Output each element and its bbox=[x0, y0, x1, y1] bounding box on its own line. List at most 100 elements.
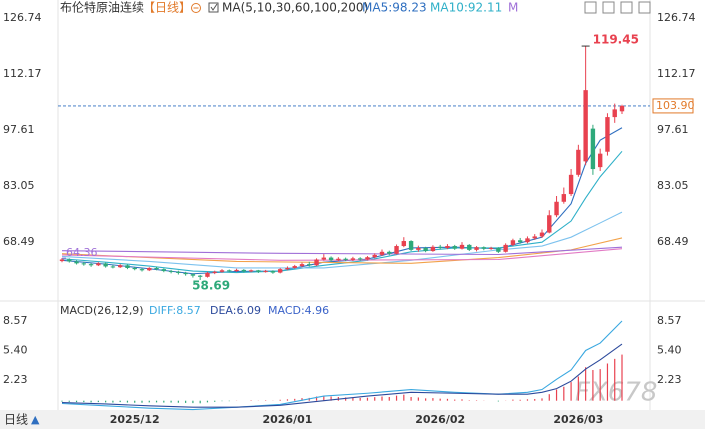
y-tick-label: 68.49 bbox=[3, 235, 35, 248]
legend-entry: M bbox=[508, 1, 518, 15]
indicator-line bbox=[61, 343, 623, 408]
candle-body bbox=[350, 258, 356, 260]
candle-body bbox=[234, 269, 239, 272]
footer-period[interactable]: 日线 bbox=[4, 413, 28, 427]
candle-body bbox=[96, 263, 101, 266]
candle-body bbox=[597, 153, 603, 168]
y-tick-label: 2.23 bbox=[3, 373, 28, 386]
candle-body bbox=[379, 251, 385, 255]
collapse-icon[interactable] bbox=[191, 3, 201, 13]
x-tick-label: 2025/12 bbox=[110, 413, 160, 426]
y-tick-label: 112.17 bbox=[657, 67, 696, 80]
candle-body bbox=[619, 105, 625, 112]
candle-body bbox=[314, 259, 319, 266]
candle-body bbox=[445, 246, 450, 248]
candle-body bbox=[583, 90, 588, 162]
candle-body bbox=[241, 269, 247, 272]
y-tick-label: 5.40 bbox=[657, 343, 682, 356]
legend-entry: MA10:92.11 bbox=[430, 1, 502, 15]
candle-body bbox=[248, 270, 254, 272]
footer-toggle[interactable]: ▲ bbox=[31, 413, 40, 426]
candle-body bbox=[256, 270, 261, 272]
candle-body bbox=[467, 244, 472, 250]
candle-body bbox=[277, 269, 283, 273]
candle-body bbox=[161, 269, 167, 272]
y-tick-label: 2.23 bbox=[657, 373, 682, 386]
y-tick-label: 83.05 bbox=[657, 179, 689, 192]
candle-body bbox=[74, 261, 79, 264]
candle-body bbox=[67, 259, 72, 262]
indicator-line bbox=[61, 211, 623, 269]
checkbox-icon[interactable] bbox=[208, 2, 219, 13]
candle-body bbox=[496, 247, 501, 252]
indicator-line bbox=[61, 248, 623, 261]
candle-body bbox=[227, 270, 232, 272]
candle-body bbox=[357, 258, 363, 260]
last-price-box bbox=[652, 98, 694, 114]
candle-body bbox=[117, 265, 123, 268]
period-label: 【日线】 bbox=[143, 1, 191, 15]
y-tick-label: 8.57 bbox=[3, 314, 28, 327]
legend-entry: DIFF:8.57 bbox=[149, 304, 201, 317]
candle-body bbox=[423, 247, 428, 252]
candle-body bbox=[139, 269, 145, 271]
candle-body bbox=[554, 201, 559, 216]
candle-body bbox=[197, 275, 203, 277]
x-tick-label: 2026/03 bbox=[553, 413, 603, 426]
toolbar-button[interactable] bbox=[620, 1, 633, 14]
candle-body bbox=[510, 240, 516, 245]
candle-body bbox=[205, 272, 210, 277]
candle-body bbox=[285, 267, 290, 270]
low-label: 58.69 bbox=[192, 278, 230, 292]
candle-body bbox=[517, 240, 523, 243]
candle-body bbox=[474, 247, 479, 250]
candle-body bbox=[612, 109, 617, 118]
candle-body bbox=[154, 267, 159, 270]
candle-body bbox=[365, 257, 370, 260]
candle-body bbox=[103, 263, 108, 267]
watermark: FX678 bbox=[575, 378, 657, 408]
candle-body bbox=[503, 244, 508, 252]
candle-body bbox=[387, 251, 392, 254]
legend-entry: MA5:98.23 bbox=[362, 1, 427, 15]
y-tick-label: 97.61 bbox=[3, 123, 35, 136]
indicator-line bbox=[61, 320, 623, 411]
last-price-label: 103.90 bbox=[656, 99, 695, 112]
candle-body bbox=[176, 271, 181, 273]
x-tick-label: 2026/02 bbox=[415, 413, 465, 426]
candle-body bbox=[525, 238, 530, 243]
chart-title: MACD(26,12,9) bbox=[60, 304, 144, 317]
candle-body bbox=[183, 272, 188, 275]
candle-body bbox=[328, 257, 334, 261]
candle-body bbox=[336, 258, 341, 261]
indicator-label: MA(5,10,30,60,100,200) bbox=[222, 1, 368, 15]
footer-bar bbox=[0, 410, 705, 429]
candle-body bbox=[590, 128, 596, 170]
checkbox-icon bbox=[210, 3, 218, 11]
indicator-line bbox=[61, 237, 623, 264]
candle-body bbox=[321, 257, 327, 260]
candle-body bbox=[263, 271, 268, 273]
candle-body bbox=[401, 241, 407, 247]
candle-body bbox=[394, 246, 399, 254]
toolbar-button[interactable] bbox=[602, 1, 615, 14]
y-tick-label: 83.05 bbox=[3, 179, 35, 192]
y-tick-label: 126.74 bbox=[3, 11, 42, 24]
chart-title: 布伦特原油连续 bbox=[60, 0, 144, 15]
candle-body bbox=[299, 264, 305, 267]
toolbar-button[interactable] bbox=[638, 1, 651, 14]
y-tick-label: 112.17 bbox=[3, 67, 42, 80]
candle-body bbox=[88, 264, 94, 266]
candle-body bbox=[488, 247, 494, 249]
candle-body bbox=[190, 274, 196, 276]
indicator-line bbox=[61, 150, 623, 274]
candle-body bbox=[430, 246, 436, 252]
candle-body bbox=[81, 263, 87, 265]
candle-body bbox=[561, 194, 567, 202]
toolbar-button[interactable] bbox=[584, 1, 597, 14]
candle-body bbox=[212, 271, 217, 273]
candle-body bbox=[168, 271, 174, 273]
candle-body bbox=[110, 266, 116, 268]
